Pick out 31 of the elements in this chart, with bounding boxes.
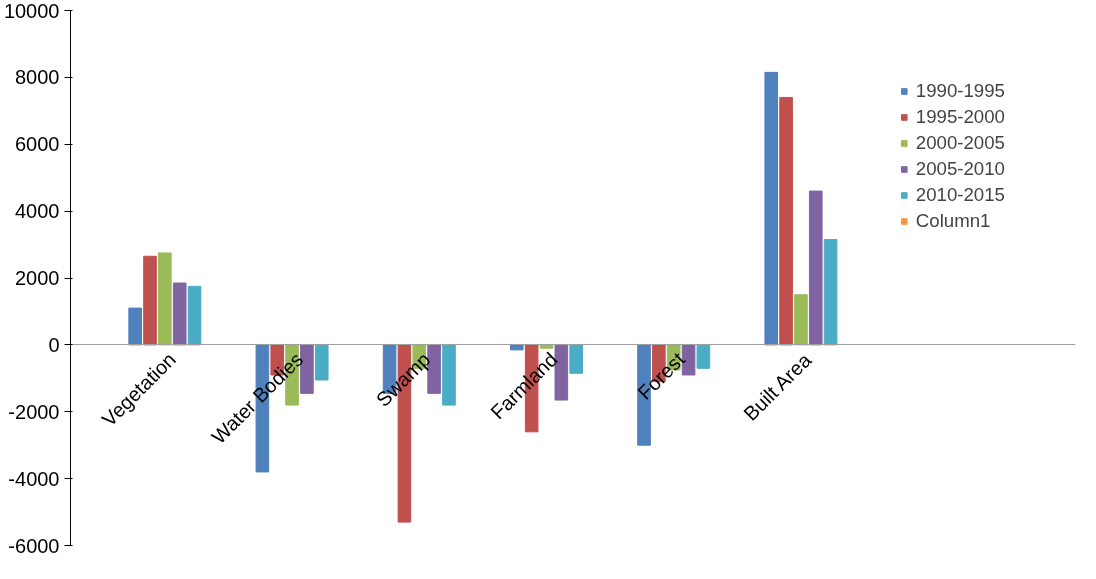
y-tick-label: -6000 (8, 534, 60, 557)
bar (128, 307, 142, 346)
legend-label: 2000-2005 (915, 132, 1005, 154)
y-tick-label: 0 (48, 333, 60, 356)
legend-label: 2010-2015 (915, 184, 1005, 206)
bar (696, 344, 711, 369)
y-tick-label: 4000 (15, 200, 60, 223)
y-tick-label: -2000 (8, 400, 60, 423)
legend-label: 1995-2000 (915, 106, 1005, 128)
y-tick-label: 10000 (3, 0, 60, 22)
bar (794, 294, 808, 346)
bar (314, 344, 329, 381)
legend-label: Column1 (915, 210, 991, 232)
y-tick-label: 6000 (15, 133, 60, 156)
y-tick-label: 2000 (15, 267, 60, 289)
bar (143, 255, 157, 346)
y-tick-label: 8000 (15, 66, 60, 89)
bar (808, 190, 823, 346)
legend-label: 1990-1995 (915, 80, 1005, 102)
bar (569, 344, 583, 374)
bar (779, 96, 793, 346)
bar (172, 282, 187, 346)
bar (764, 71, 779, 346)
bar (539, 344, 554, 349)
bar (510, 344, 524, 351)
bar (187, 285, 202, 346)
bar (823, 239, 838, 346)
bar (158, 252, 172, 346)
bar (442, 344, 456, 406)
legend-label: 2005-2010 (915, 158, 1005, 180)
y-tick-label: -4000 (8, 467, 60, 490)
